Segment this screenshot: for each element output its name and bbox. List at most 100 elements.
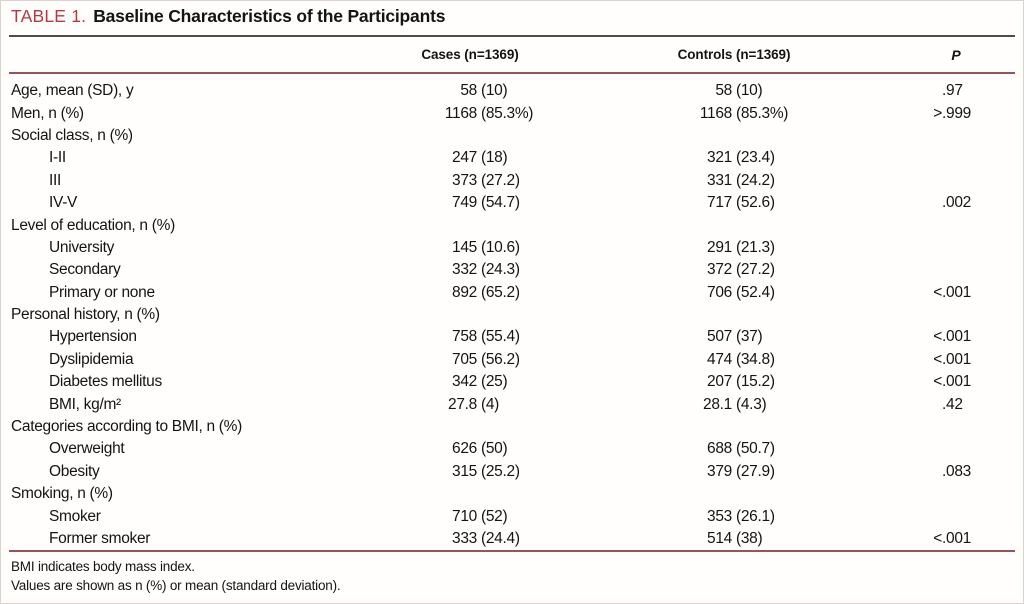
controls-value-paren: (52.4): [736, 283, 775, 301]
column-header-p: P: [951, 46, 961, 63]
controls-value-paren: (34.8): [736, 350, 775, 368]
controls-value-number: 321: [707, 149, 732, 167]
cases-value-number: 342: [452, 373, 477, 391]
cases-value-number: 373: [452, 171, 477, 189]
table-row: Diabetes mellitus 342 (25) 207 (15.2) < …: [9, 371, 1015, 393]
row-label: Social class, n (%): [11, 126, 133, 144]
row-label: Age, mean (SD), y: [11, 82, 134, 100]
table-footnotes: BMI indicates body mass index. Values ar…: [9, 557, 1015, 595]
table-row: Hypertension 758 (55.4) 507 (37) < .001: [9, 326, 1015, 348]
p-value-decimal: .97: [942, 82, 963, 100]
controls-value-paren: (26.1): [736, 507, 775, 525]
controls-value-number: 58: [715, 82, 732, 100]
row-label: Smoking, n (%): [11, 485, 113, 503]
table-row: Men, n (%) 1168 (85.3%) 1168 (85.3%) > .…: [9, 102, 1015, 124]
cases-value-number: 705: [452, 350, 477, 368]
cases-value-paren: (27.2): [481, 171, 520, 189]
cases-value-number: 145: [452, 238, 477, 256]
controls-value-paren: (15.2): [736, 373, 775, 391]
p-value-prefix: <: [933, 373, 942, 391]
p-value-prefix: <: [933, 530, 942, 547]
row-label: Categories according to BMI, n (%): [11, 418, 243, 436]
cases-value-number: 710: [452, 507, 477, 525]
table-row: Dyslipidemia 705 (56.2) 474 (34.8) < .00…: [9, 349, 1015, 371]
cases-value-number: 58: [460, 82, 477, 100]
footnote-abbreviation: BMI indicates body mass index.: [11, 559, 195, 575]
cases-value-paren: (25): [481, 373, 508, 391]
cases-value-paren: (10): [481, 82, 508, 100]
cases-value-paren: (25.2): [481, 462, 520, 480]
cases-value-number: 247: [452, 149, 477, 167]
table-row: Level of education, n (%): [9, 214, 1015, 236]
row-label: Primary or none: [49, 283, 155, 301]
controls-value-paren: (37): [736, 328, 763, 346]
cases-value-number: 758: [452, 328, 477, 346]
cases-value-paren: (10.6): [481, 238, 520, 256]
table-row: Personal history, n (%): [9, 304, 1015, 326]
row-label: Dyslipidemia: [49, 350, 134, 368]
table-row: IV-V 749 (54.7) 717 (52.6) .002: [9, 192, 1015, 214]
cases-value-number: 892: [452, 283, 477, 301]
p-value-decimal: .001: [942, 530, 971, 547]
controls-value-paren: (50.7): [736, 440, 775, 458]
p-value-prefix: <: [933, 328, 942, 346]
row-label: Smoker: [49, 507, 101, 525]
p-value-decimal: .083: [942, 462, 971, 480]
p-value-decimal: .999: [942, 104, 971, 122]
p-value-decimal: .001: [942, 350, 971, 368]
controls-value-paren: (85.3%): [736, 104, 789, 122]
cases-value-paren: (65.2): [481, 283, 520, 301]
table-row: Social class, n (%): [9, 125, 1015, 147]
row-label: IV-V: [49, 194, 78, 212]
row-label: Overweight: [49, 440, 125, 458]
row-label: Former smoker: [49, 530, 151, 547]
row-label: Level of education, n (%): [11, 216, 175, 234]
controls-value-number: 1168: [699, 104, 732, 122]
controls-value-number: 688: [707, 440, 732, 458]
cases-value-paren: (24.4): [481, 530, 520, 547]
controls-value-number: 507: [707, 328, 732, 346]
p-value-prefix: >: [933, 104, 942, 122]
p-value-decimal: .001: [942, 283, 971, 301]
row-label: Diabetes mellitus: [49, 373, 162, 391]
table-number-label: TABLE 1.: [11, 6, 87, 26]
table-title-text: Baseline Characteristics of the Particip…: [93, 6, 446, 26]
cases-value-paren: (56.2): [481, 350, 520, 368]
controls-value-number: 717: [707, 194, 732, 212]
table-row: Age, mean (SD), y 58 (10) 58 (10) .97: [9, 80, 1015, 102]
table-row: Obesity 315 (25.2) 379 (27.9) .083: [9, 461, 1015, 483]
row-label: Men, n (%): [11, 104, 84, 122]
row-label: III: [49, 171, 62, 189]
row-label: Secondary: [49, 261, 121, 279]
row-label: University: [49, 238, 115, 256]
cases-value-paren: (52): [481, 507, 508, 525]
cases-value-paren: (50): [481, 440, 508, 458]
controls-value-number: 207: [707, 373, 732, 391]
controls-value-paren: (23.4): [736, 149, 775, 167]
cases-value-paren: (24.3): [481, 261, 520, 279]
controls-value-paren: (38): [736, 530, 763, 547]
column-header-row: Cases (n=1369) Controls (n=1369) P: [9, 37, 1015, 72]
row-label: Personal history, n (%): [11, 306, 160, 324]
row-label: BMI, kg/m²: [49, 395, 121, 413]
controls-value-number: 474: [707, 350, 732, 368]
row-label: Hypertension: [49, 328, 137, 346]
footnote-values: Values are shown as n (%) or mean (stand…: [11, 578, 341, 594]
title-rule: [9, 35, 1015, 37]
p-value-decimal: .002: [942, 194, 971, 212]
controls-value-paren: (4.3): [736, 395, 767, 413]
table-row: Primary or none 892 (65.2) 706 (52.4) < …: [9, 282, 1015, 304]
cases-value-number: 332: [452, 261, 477, 279]
cases-value-number: 27.8: [448, 395, 477, 413]
table-row: Former smoker 333 (24.4) 514 (38) < .001: [9, 528, 1015, 550]
cases-value-paren: (18): [481, 149, 508, 167]
controls-value-paren: (27.9): [736, 462, 775, 480]
cases-value-number: 333: [452, 530, 477, 547]
cases-value-number: 1168: [444, 104, 477, 122]
controls-value-number: 514: [707, 530, 732, 547]
controls-value-number: 28.1: [703, 395, 732, 413]
column-header-controls: Controls (n=1369): [677, 47, 791, 62]
cases-value-paren: (54.7): [481, 194, 520, 212]
cases-value-paren: (85.3%): [481, 104, 534, 122]
